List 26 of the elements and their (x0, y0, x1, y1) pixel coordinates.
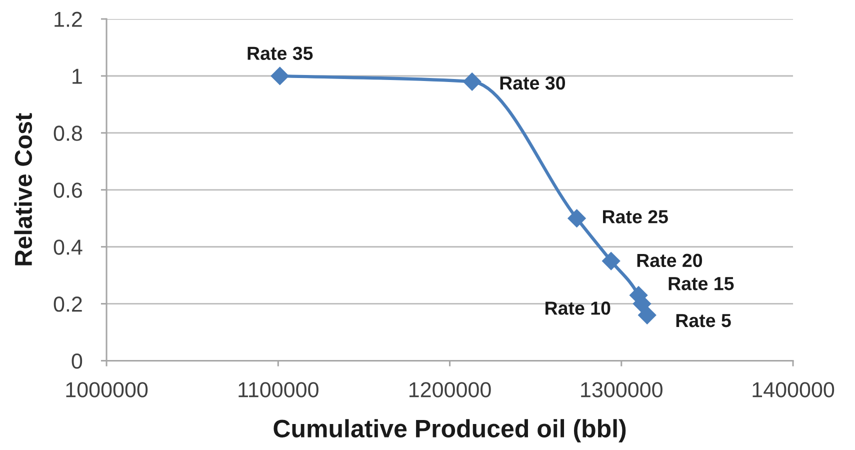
y-tick-label: 1.2 (54, 12, 82, 27)
annotation: Rate 30 (500, 76, 566, 90)
x-axis-title: Cumulative Produced oil (bbl) (274, 419, 626, 442)
annotation: Rate 20 (637, 254, 702, 268)
y-tick-label: 0.2 (54, 296, 82, 312)
y-tick-label: 0.8 (54, 126, 82, 141)
annotation: Rate 35 (248, 46, 313, 60)
point (638, 306, 656, 324)
y-tick-label: 0.4 (54, 240, 82, 255)
x-tick-label: 1000000 (66, 382, 148, 398)
y-tick-label: 1 (72, 68, 82, 84)
annotation: Rate 10 (546, 302, 610, 315)
point (602, 252, 620, 270)
y-tick-label: 0 (72, 353, 82, 369)
point (567, 209, 586, 228)
point (462, 72, 482, 91)
x-tick-label: 1400000 (752, 382, 834, 398)
annotation: Rate 5 (676, 314, 731, 328)
annotation: Rate 25 (603, 210, 668, 224)
x-tick-label: 1200000 (410, 382, 491, 398)
y-tick-label: 0.6 (54, 182, 82, 198)
point (270, 66, 290, 86)
annotation: Rate 15 (668, 277, 734, 290)
x-tick-label: 1300000 (581, 382, 662, 398)
y-axis-title: Relative Cost (14, 113, 32, 266)
x-tick-label: 1100000 (238, 382, 318, 398)
